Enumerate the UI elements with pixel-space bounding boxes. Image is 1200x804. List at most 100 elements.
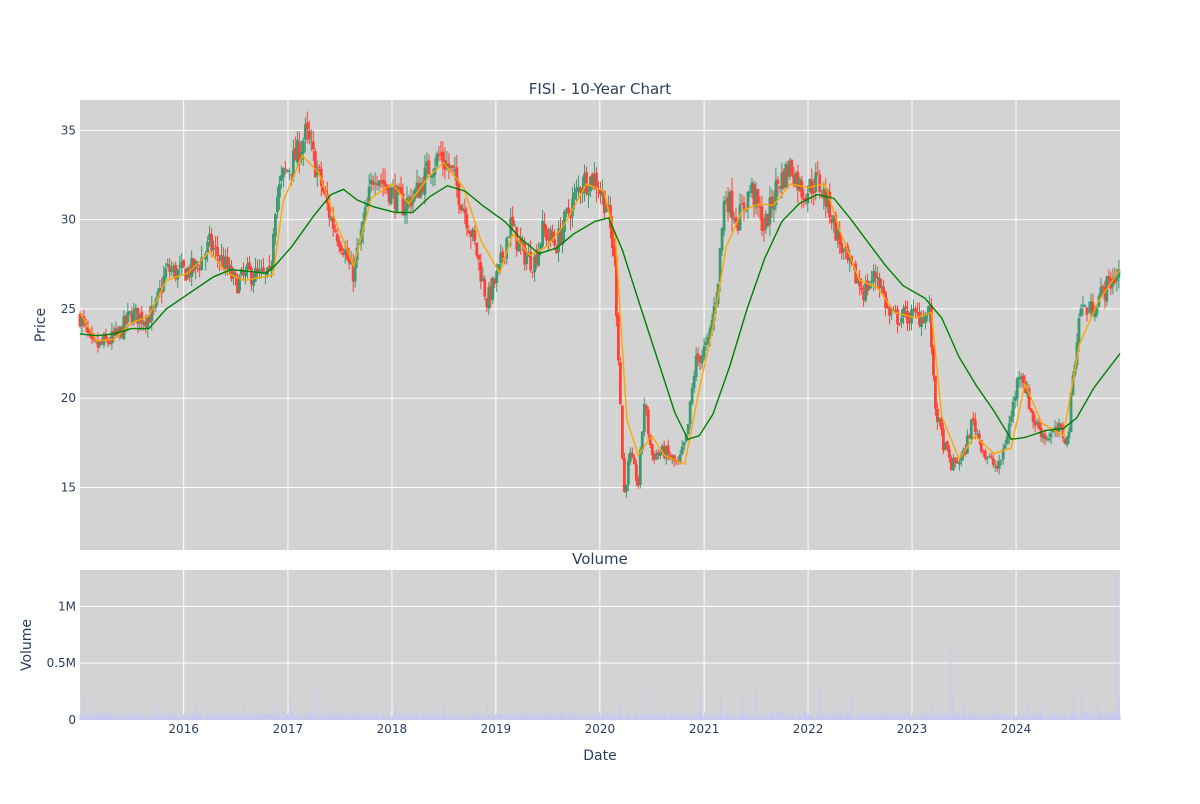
candle-body xyxy=(461,208,465,211)
candle-body xyxy=(198,267,202,270)
candle-body xyxy=(812,191,816,193)
candle-body xyxy=(421,182,425,192)
candle-body xyxy=(250,268,253,285)
candle-body xyxy=(706,337,710,344)
candle-body xyxy=(295,140,299,163)
candle-body xyxy=(407,196,411,198)
candle-body xyxy=(381,180,385,184)
candle-body xyxy=(587,192,590,195)
candle-body xyxy=(457,184,461,205)
candle-body xyxy=(383,181,387,186)
candle-body xyxy=(886,306,889,308)
candle-body xyxy=(760,206,764,231)
candle-body xyxy=(505,238,509,259)
candle-body xyxy=(826,190,830,208)
candle-body xyxy=(1055,428,1059,433)
candle-body xyxy=(614,256,618,317)
candle-body xyxy=(353,258,357,282)
candle-body xyxy=(371,181,375,185)
candle-body xyxy=(563,211,566,232)
candle-body xyxy=(242,271,245,275)
price-chart-title: FISI - 10-Year Chart xyxy=(529,80,672,98)
candle-body xyxy=(638,449,642,485)
candle-body xyxy=(870,280,874,284)
candle-body xyxy=(335,234,339,242)
candle-body xyxy=(1045,438,1049,440)
x-tick-label: 2016 xyxy=(168,722,199,736)
price-y-tick-label: 20 xyxy=(61,391,76,405)
candle-body xyxy=(419,183,423,197)
candle-body xyxy=(184,268,188,281)
candle-body xyxy=(601,191,604,196)
candle-body xyxy=(397,186,401,189)
candle-body xyxy=(1009,416,1013,423)
candle-body xyxy=(1063,439,1067,444)
candle-body xyxy=(694,355,698,378)
price-y-ticks: 15 20 25 30 35 xyxy=(61,123,76,494)
candle-body xyxy=(718,247,722,282)
candle-body xyxy=(1093,313,1097,317)
candle-body xyxy=(780,172,784,190)
candle-body xyxy=(387,187,391,203)
candle-body xyxy=(896,309,899,325)
candle-body xyxy=(1065,436,1069,445)
candle-body xyxy=(210,234,214,251)
candle-body xyxy=(511,216,515,226)
candle-body xyxy=(108,343,112,345)
x-tick-label: 2018 xyxy=(377,722,408,736)
candle-body xyxy=(497,264,501,271)
candle-body xyxy=(828,191,832,218)
candle-body xyxy=(912,308,915,311)
candle-body xyxy=(553,239,556,246)
candle-body xyxy=(256,268,259,272)
candle-body xyxy=(748,191,752,194)
candle-body xyxy=(766,214,770,227)
candle-body xyxy=(537,249,541,266)
candle-body xyxy=(662,445,666,458)
candle-body xyxy=(983,450,987,459)
x-tick-label: 2022 xyxy=(793,722,824,736)
candle-body xyxy=(333,229,337,232)
candle-body xyxy=(1095,308,1099,315)
candle-body xyxy=(212,248,215,250)
candle-body xyxy=(1085,307,1089,315)
candle-body xyxy=(882,286,885,294)
candle-body xyxy=(158,288,162,293)
candle-body xyxy=(389,187,393,204)
candle-body xyxy=(301,141,305,154)
candle-body xyxy=(545,229,548,241)
candle-body xyxy=(373,182,377,185)
candle-body xyxy=(977,433,981,439)
candle-body xyxy=(610,227,614,249)
candle-body xyxy=(561,229,564,245)
candle-body xyxy=(319,168,323,187)
candle-body xyxy=(513,224,517,227)
candle-body xyxy=(585,172,588,194)
candle-body xyxy=(573,192,576,200)
candle-body xyxy=(1043,434,1047,440)
x-tick-label: 2021 xyxy=(689,722,720,736)
candle-body xyxy=(888,307,891,316)
candle-body xyxy=(180,261,184,269)
candle-body xyxy=(989,455,993,458)
candle-body xyxy=(559,227,562,244)
candle-body xyxy=(597,191,600,193)
candle-body xyxy=(248,262,251,269)
x-tick-label: 2017 xyxy=(273,722,304,736)
candle-body xyxy=(116,328,120,335)
candle-body xyxy=(128,311,132,313)
candle-body xyxy=(262,267,265,273)
candle-body xyxy=(908,321,911,323)
candle-body xyxy=(603,190,606,214)
candle-body xyxy=(784,163,788,188)
candle-body xyxy=(517,240,521,252)
candle-body xyxy=(932,345,935,376)
candle-body xyxy=(228,264,231,271)
moving-average-short-line xyxy=(79,154,1121,466)
candle-body xyxy=(246,263,249,270)
candle-body xyxy=(367,186,371,202)
candle-body xyxy=(1025,387,1029,395)
candle-body xyxy=(770,196,774,208)
volume-y-tick-label: 1M xyxy=(58,599,76,613)
candle-body xyxy=(297,142,301,163)
